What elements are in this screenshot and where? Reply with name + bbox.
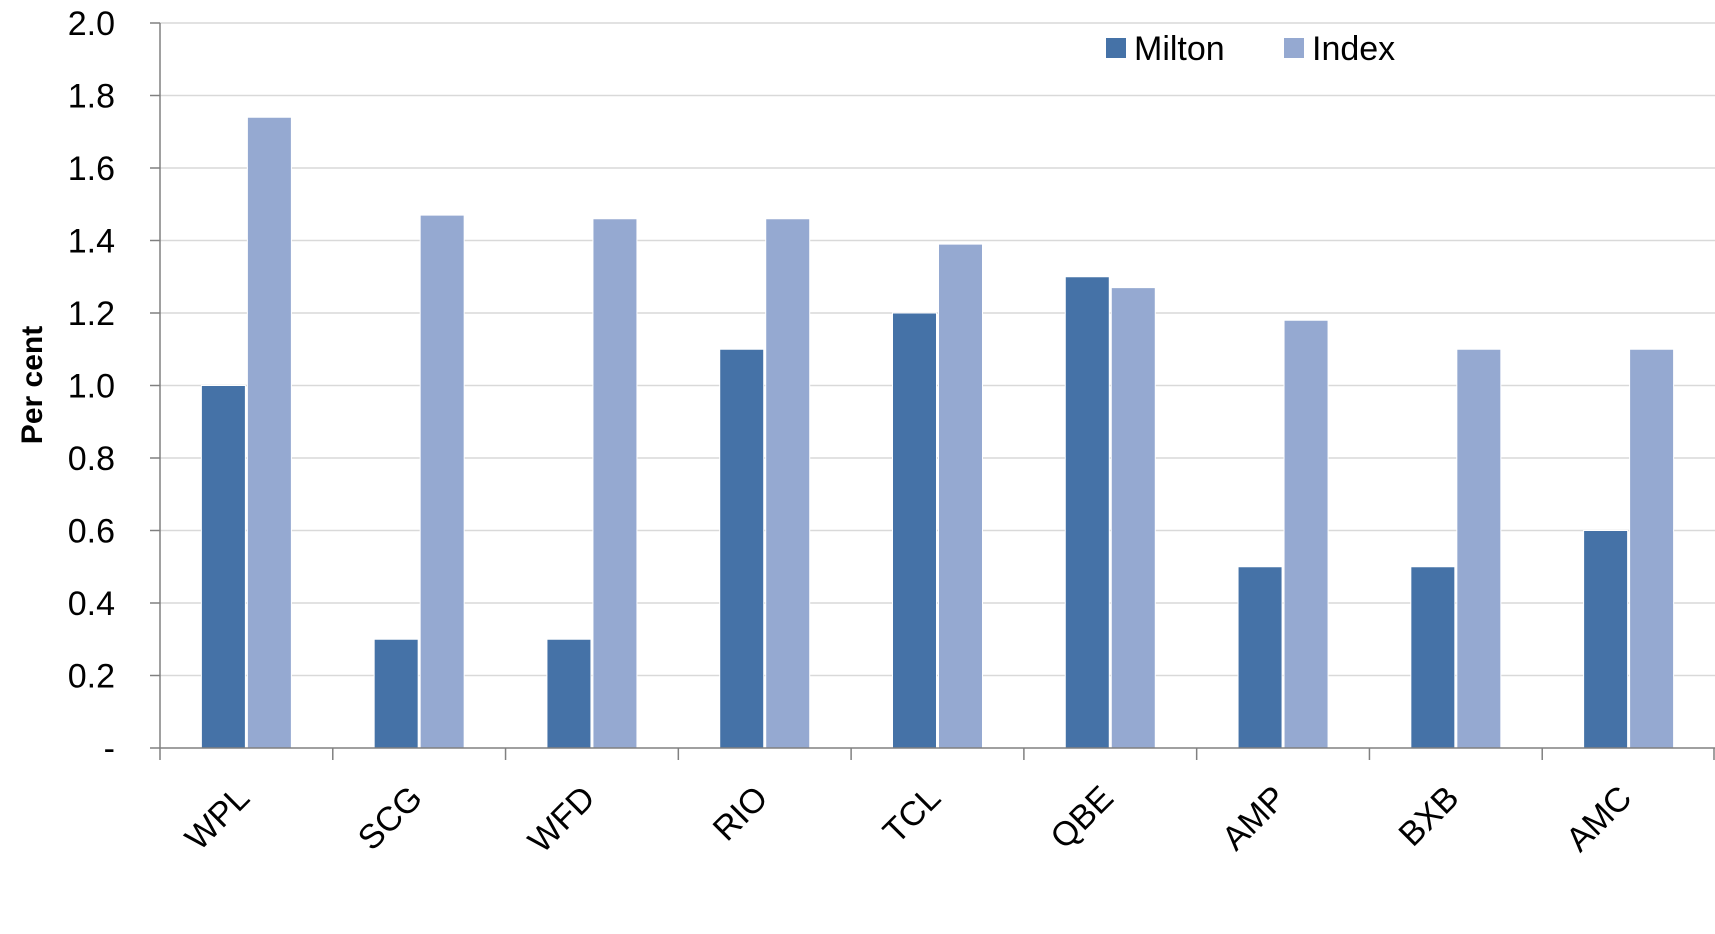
y-tick-label: 0.4 xyxy=(68,585,115,623)
bar-index-wfd xyxy=(592,218,638,749)
bar-index-amp xyxy=(1283,319,1329,749)
legend-swatch-milton xyxy=(1106,38,1126,58)
bar-milton-bxb xyxy=(1410,566,1456,749)
y-tick-label: - xyxy=(104,730,115,768)
bar-index-qbe xyxy=(1110,287,1156,749)
y-tick-labels: - 0.2 0.4 0.6 0.8 1.0 1.2 1.4 1.6 1.8 2.0 xyxy=(68,5,115,768)
bar-milton-amc xyxy=(1583,530,1629,749)
bar-index-bxb xyxy=(1456,348,1502,749)
gridlines xyxy=(160,22,1715,677)
bar-milton-amp xyxy=(1237,566,1283,749)
y-tick-label: 2.0 xyxy=(68,5,115,43)
y-tick-label: 0.8 xyxy=(68,440,115,478)
y-tick-label: 0.2 xyxy=(68,658,115,696)
y-tick-label: 1.0 xyxy=(68,368,115,406)
x-category-label: BXB xyxy=(1392,779,1467,854)
y-axis-label: Per cent xyxy=(16,326,49,444)
bar-index-wpl xyxy=(246,116,292,749)
x-category-label: QBE xyxy=(1043,779,1121,857)
legend-swatch-index xyxy=(1284,38,1304,58)
bar-milton-qbe xyxy=(1064,276,1110,749)
y-tick-label: 1.8 xyxy=(68,78,115,116)
x-category-label: WFD xyxy=(521,779,603,861)
x-category-label: AMP xyxy=(1215,779,1294,858)
bar-index-tcl xyxy=(938,243,983,749)
x-category-label: TCL xyxy=(876,779,948,851)
bar-milton-wfd xyxy=(546,638,592,749)
legend-label-milton: Milton xyxy=(1134,30,1225,68)
x-category-label: SCG xyxy=(351,779,430,858)
legend-label-index: Index xyxy=(1312,30,1395,68)
bar-milton-rio xyxy=(719,348,765,749)
bar-index-rio xyxy=(765,218,811,749)
x-category-label: AMC xyxy=(1559,779,1639,859)
y-tick-label: 1.2 xyxy=(68,295,115,333)
bar-milton-scg xyxy=(373,638,419,749)
y-tick-label: 1.6 xyxy=(68,150,115,188)
y-tick-label: 0.6 xyxy=(68,513,115,551)
bar-milton-tcl xyxy=(892,312,937,749)
legend: Milton Index xyxy=(1106,30,1395,68)
x-category-labels: WPL SCG WFD RIO TCL QBE AMP BXB AMC xyxy=(178,779,1639,861)
bars xyxy=(200,116,1675,749)
y-tick-label: 1.4 xyxy=(68,223,115,261)
bar-index-scg xyxy=(419,214,465,749)
bar-milton-wpl xyxy=(200,385,246,749)
x-category-label: RIO xyxy=(706,779,776,849)
x-category-label: WPL xyxy=(178,779,257,858)
axes xyxy=(150,22,1715,760)
bar-index-amc xyxy=(1629,348,1675,749)
